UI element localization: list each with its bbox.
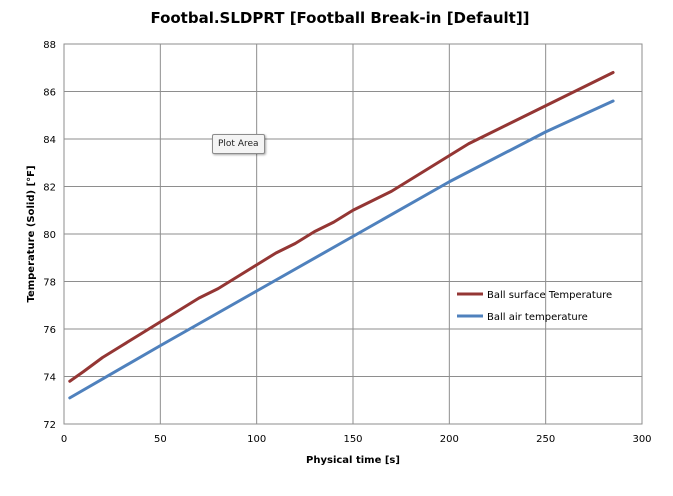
- chart-title: Footbal.SLDPRT [Football Break-in [Defau…: [150, 9, 529, 27]
- x-tick-label: 100: [247, 434, 266, 445]
- grid-layer: [64, 44, 642, 424]
- series-line-2: [68, 99, 615, 400]
- x-tick-label: 250: [536, 434, 555, 445]
- series-line-1: [68, 71, 615, 383]
- y-axis-label: Temperature (Solid) [°F]: [26, 165, 37, 302]
- y-tick-label: 76: [43, 325, 56, 336]
- x-tick-label: 150: [343, 434, 362, 445]
- legend-label-1: Ball surface Temperature: [487, 290, 612, 301]
- y-tick-label: 80: [43, 230, 56, 241]
- y-tick-label: 82: [43, 183, 56, 194]
- y-tick-label: 72: [43, 420, 56, 431]
- x-tick-label: 200: [440, 434, 459, 445]
- y-tick-label: 74: [43, 373, 56, 384]
- y-tick-label: 78: [43, 278, 56, 289]
- y-tick-label: 84: [43, 135, 56, 146]
- plot-area-tooltip: Plot Area: [212, 134, 265, 154]
- x-tick-label: 50: [154, 434, 167, 445]
- series-layer: [68, 71, 615, 400]
- x-tick-label: 300: [632, 434, 651, 445]
- y-tick-label: 88: [43, 40, 56, 51]
- legend: Ball surface Temperature Ball air tempera…: [457, 290, 612, 323]
- x-tick-label: 0: [61, 434, 67, 445]
- y-tick-label: 86: [43, 88, 56, 99]
- tick-layer: 72 74 76 78 80 82 84 86 88 0 50 100 150 200 250 300: [43, 40, 651, 445]
- x-axis-label: Physical time [s]: [306, 455, 400, 466]
- legend-label-2: Ball air temperature: [487, 312, 588, 323]
